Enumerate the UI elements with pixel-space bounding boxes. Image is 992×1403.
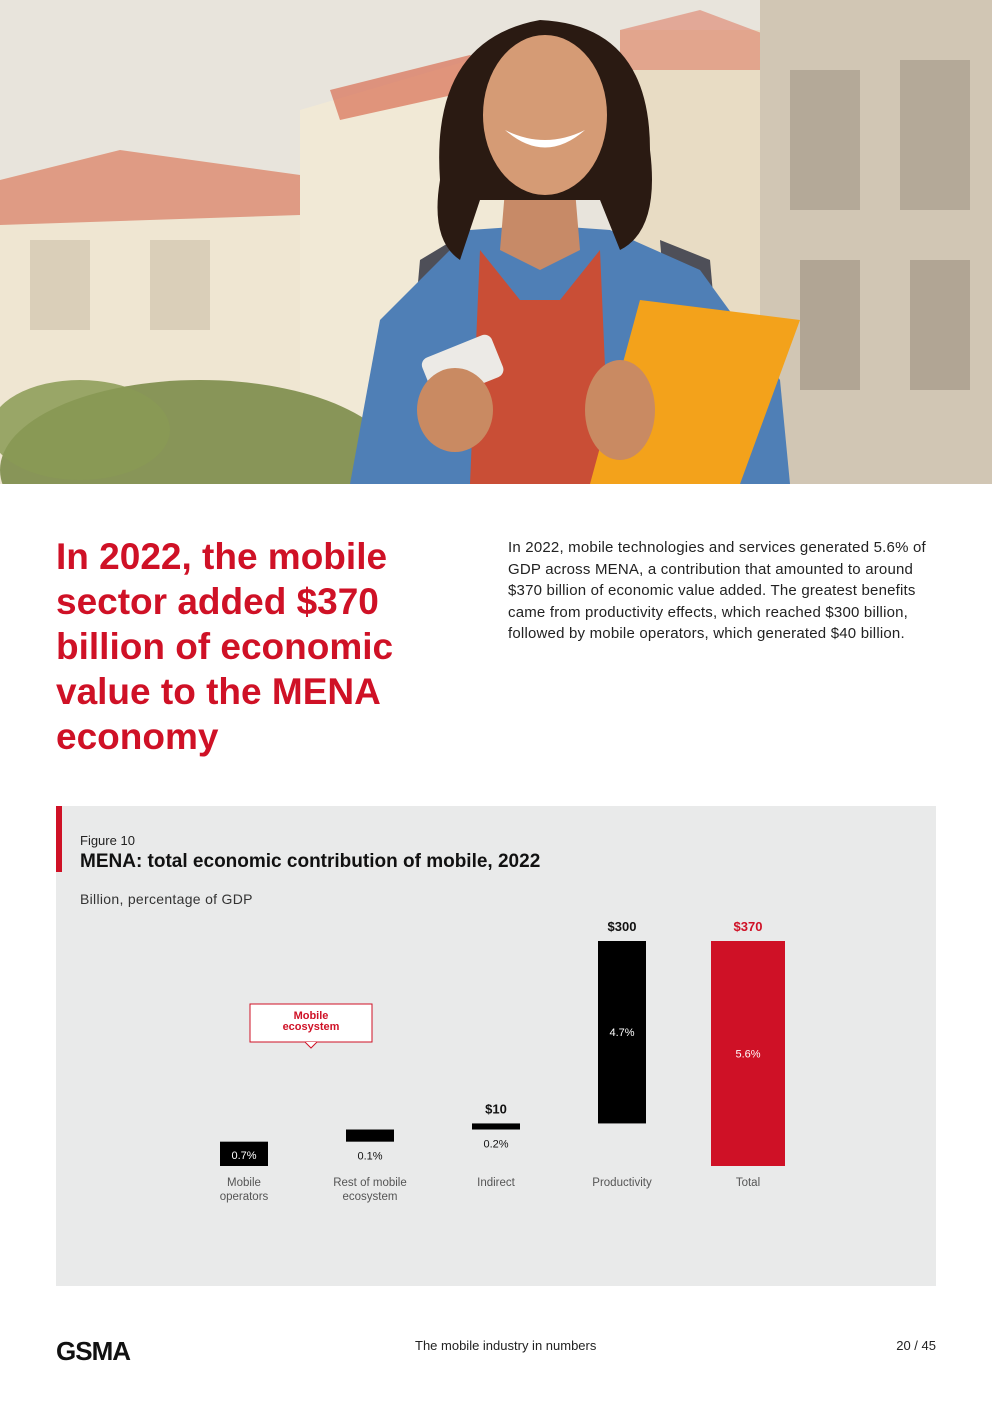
callout-box	[249, 1003, 373, 1043]
category-label: Productivity	[592, 1177, 652, 1189]
figure-label: Figure 10	[80, 833, 135, 848]
figure-unit: Billion, percentage of GDP	[80, 891, 253, 907]
figure-accent-bar	[56, 806, 62, 872]
callout-pointer	[304, 1041, 318, 1049]
bar-indirect	[472, 1123, 520, 1130]
category-label: operators	[220, 1191, 269, 1203]
gdp-share-label: 0.2%	[483, 1139, 508, 1151]
bar-rest-of-mobile-ecosystem	[346, 1129, 394, 1142]
page-headline: In 2022, the mobile sector added $370 bi…	[56, 536, 394, 757]
waterfall-chart: 0.7% Mobile operators 0.1% Rest of mobile eco…	[220, 919, 785, 1203]
bar-productivity	[598, 941, 646, 1124]
figure-title: MENA: total economic contribution of mob…	[80, 851, 541, 872]
category-label: Rest of mobile	[333, 1177, 407, 1189]
bar-total	[711, 941, 785, 1166]
value-label: $300	[608, 919, 637, 934]
page-number: 20 / 45	[896, 1338, 936, 1353]
gdp-share-label: 4.7%	[609, 1027, 634, 1039]
category-label: ecosystem	[343, 1191, 398, 1203]
category-label: Mobile	[227, 1177, 261, 1189]
value-label: $370	[734, 919, 763, 934]
figure-panel: Figure 10 MENA: total economic contribut…	[56, 806, 936, 1286]
gdp-share-label: 0.7%	[231, 1150, 256, 1162]
callout-text: ecosystem	[283, 1021, 340, 1033]
hero-photo	[0, 0, 992, 484]
intro-paragraph: In 2022, mobile technologies and service…	[508, 539, 926, 643]
gdp-share-label: 5.6%	[735, 1049, 760, 1061]
category-label: Indirect	[477, 1177, 516, 1189]
category-label: Total	[736, 1177, 760, 1189]
logo-text: GSMA	[56, 1339, 131, 1363]
bar-mobile-operators	[220, 1141, 268, 1166]
gdp-share-label: 0.1%	[357, 1151, 382, 1163]
footer-title: The mobile industry in numbers	[415, 1338, 597, 1353]
value-label: $10	[485, 1101, 507, 1116]
gsma-logo: GSMA	[56, 1336, 186, 1368]
callout-text: Mobile	[294, 1010, 329, 1022]
